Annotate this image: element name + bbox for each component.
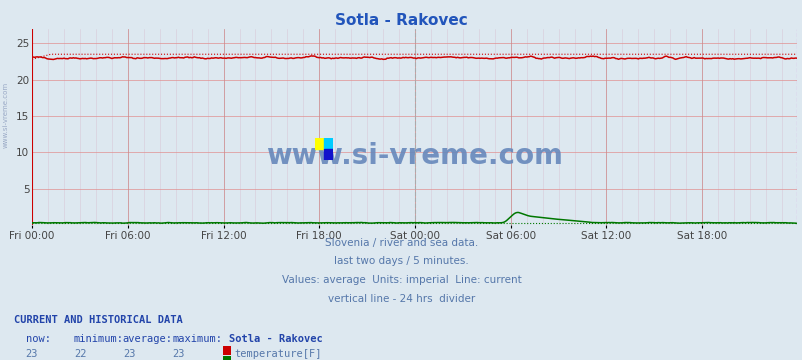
Text: Slovenia / river and sea data.: Slovenia / river and sea data. — [325, 238, 477, 248]
Text: temperature[F]: temperature[F] — [234, 349, 322, 359]
Text: average:: average: — [123, 334, 172, 344]
Text: maximum:: maximum: — [172, 334, 222, 344]
Text: now:: now: — [26, 334, 51, 344]
Text: minimum:: minimum: — [74, 334, 124, 344]
Bar — [315, 138, 324, 149]
Text: 23: 23 — [26, 349, 38, 359]
Text: Sotla - Rakovec: Sotla - Rakovec — [334, 13, 468, 28]
Text: 22: 22 — [74, 349, 87, 359]
Text: vertical line - 24 hrs  divider: vertical line - 24 hrs divider — [327, 294, 475, 304]
Bar — [324, 149, 333, 159]
Text: Values: average  Units: imperial  Line: current: Values: average Units: imperial Line: cu… — [282, 275, 520, 285]
Text: 23: 23 — [172, 349, 185, 359]
Text: CURRENT AND HISTORICAL DATA: CURRENT AND HISTORICAL DATA — [14, 315, 183, 325]
Text: 23: 23 — [123, 349, 136, 359]
Text: www.si-vreme.com: www.si-vreme.com — [265, 142, 562, 170]
Text: Sotla - Rakovec: Sotla - Rakovec — [229, 334, 322, 344]
Text: www.si-vreme.com: www.si-vreme.com — [2, 82, 9, 148]
Bar — [324, 138, 333, 149]
Text: last two days / 5 minutes.: last two days / 5 minutes. — [334, 256, 468, 266]
